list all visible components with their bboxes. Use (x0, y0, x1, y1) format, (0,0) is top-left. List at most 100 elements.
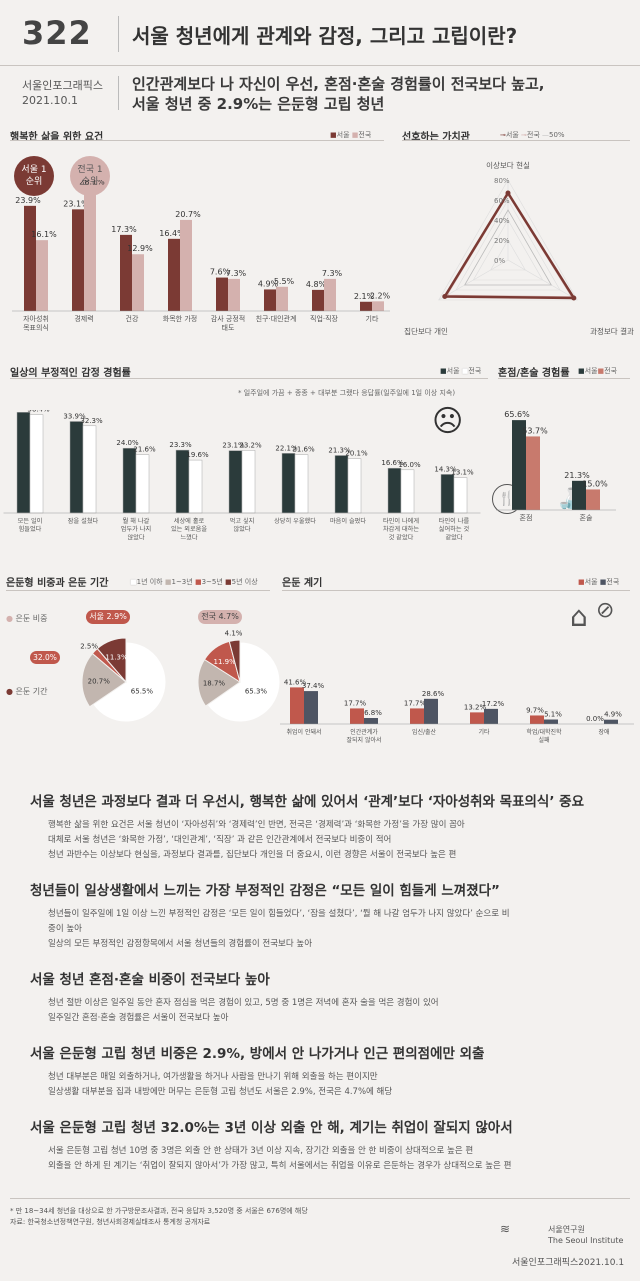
data-label: 36.4% (27, 410, 50, 414)
grid-ring (455, 199, 561, 291)
bar-national (241, 450, 256, 514)
bullet-title: 서울 은둔형 고립 청년 32.0%는 3년 이상 외출 안 해, 계기는 취업… (30, 1120, 513, 1136)
bar-national (36, 240, 48, 311)
tick-label: 않았다 (233, 525, 250, 533)
share-label-text: 은둔 비중 (15, 614, 48, 623)
bar-seoul (530, 715, 544, 724)
subtitle-line2: 서울 청년 중 2.9%는 은둔형 고립 청년 (132, 95, 385, 113)
bullet-block: 서울 청년은 과정보다 결과 더 우선시, 행복한 삶에 있어서 ‘관계’보다 … (30, 790, 630, 863)
bar-seoul (24, 205, 36, 311)
bar-national (132, 254, 144, 311)
pie-label: 65.5% (131, 687, 154, 695)
bar-national (372, 301, 384, 311)
tick-label: 모든 일이 (18, 517, 43, 525)
tick-label: 감사 긍정적 (211, 314, 245, 323)
data-label: 23.9% (15, 196, 41, 205)
data-label: 28.6% (422, 690, 445, 698)
radar-axis-label: 이상보다 현실 (486, 160, 530, 170)
radar-tick: 0% (494, 257, 505, 265)
tick-label: 경제력 (74, 314, 93, 323)
rule (402, 140, 630, 141)
data-label: 53.7% (522, 426, 548, 435)
data-label: 9.7% (526, 706, 544, 714)
data-label: 0.0% (586, 715, 604, 723)
bullet-line: 외출을 안 하게 된 계기는 ‘취업이 잘되지 않아서’가 가장 많고, 특히 … (48, 1161, 512, 1171)
bar-seoul (72, 209, 84, 311)
tick-label: 타인이 나를 (439, 517, 470, 525)
bullet-line: 청년 대부분은 매일 외출하거나, 여가생활을 하거나 사람을 만나기 위해 외… (48, 1072, 378, 1082)
footnote-line2: 자료: 한국청소년정책연구원, 청년사회경제실태조사 통계청 공개자료 (10, 1218, 211, 1226)
tick-label: 뭘 해 나갈 (123, 517, 150, 525)
data-label: 7.3% (322, 269, 343, 278)
pie-slice (197, 658, 241, 707)
data-label: 21.6% (292, 446, 315, 454)
legend-seoul: 서울 (584, 367, 598, 375)
tick-label: 느꼈다 (180, 533, 197, 541)
tick-label: 것 같았다 (389, 533, 414, 541)
bullet-line: 청년 과반수는 이상보다 현실을, 과정보다 결과를, 집단보다 개인을 더 중… (48, 850, 457, 860)
bar-national (180, 219, 192, 311)
bar-national (84, 187, 96, 311)
radar-axis-label: 집단보다 개인 (404, 326, 448, 336)
data-label: 16.1% (31, 230, 57, 239)
data-label: 24.0% (116, 439, 139, 447)
data-label: 23.1% (222, 442, 245, 450)
bullet-line: 서울 은둔형 고립 청년 10명 중 3명은 외출 안 한 상태가 3년 이상 … (48, 1146, 474, 1156)
data-label: 23.3% (169, 441, 192, 449)
bar-national (586, 489, 600, 510)
bar-seoul (228, 450, 243, 514)
bar-national (276, 286, 288, 311)
bar-national (188, 459, 203, 514)
pie-slice (96, 637, 127, 684)
tick-label: 취업이 안돼서 (286, 728, 321, 736)
bar-seoul (281, 453, 296, 514)
bar-national (526, 436, 540, 510)
grid-ring (438, 179, 578, 301)
bar-seoul (264, 289, 276, 311)
tick-label: 학업/대학진학 (526, 728, 562, 736)
tick-label: 화목한 가정 (163, 314, 197, 323)
tick-label: 마음이 슬펐다 (330, 517, 366, 525)
bar-seoul (334, 455, 349, 514)
pie-slice (206, 641, 280, 723)
radar-series-1 (445, 192, 574, 298)
data-label: 5.5% (274, 277, 295, 286)
data-label: 17.3% (111, 225, 137, 234)
data-label: 37.4% (302, 682, 325, 690)
publisher: 서울인포그래픽스 2021.10.1 (22, 78, 103, 108)
grid-ring (490, 239, 526, 271)
bar-seoul (440, 474, 455, 514)
bar-national (484, 708, 498, 724)
data-label: 5.1% (544, 711, 562, 719)
bar-national (604, 719, 618, 724)
bar-seoul (572, 480, 586, 510)
bullet-title: 서울 청년은 과정보다 결과 더 우선시, 행복한 삶에 있어서 ‘관계’보다 … (30, 794, 585, 810)
seoul-first-badge: 서울 1순위 (14, 156, 54, 196)
legend-seoul: 서울 (505, 131, 519, 139)
legend-seoul: 서울 (584, 578, 598, 586)
honjeom-legend: ■서울■전국 (578, 367, 618, 375)
radar-tick: 20% (494, 237, 510, 245)
data-label: 20.1% (345, 450, 368, 458)
bar-seoul (120, 234, 132, 311)
bar-seoul (512, 420, 526, 510)
bar-seoul (175, 449, 190, 514)
radar-tick: 80% (494, 177, 510, 185)
issue-number: 322 (22, 14, 92, 52)
tick-label: 임신/출산 (412, 728, 437, 736)
publisher-name: 서울인포그래픽스 (22, 79, 103, 92)
radar-point (505, 190, 511, 196)
data-label: 13.1% (451, 469, 474, 477)
bar-national (544, 719, 558, 724)
legend-1y: 1년 이하 (136, 578, 163, 586)
bullet-title: 서울 청년 혼점·혼술 비중이 전국보다 높아 (30, 972, 270, 988)
bar-seoul (360, 301, 372, 311)
data-label: 28.1% (79, 180, 105, 186)
divider (118, 16, 119, 52)
tick-label: 장애 (598, 728, 609, 736)
tick-label: 먹고 싶지 (230, 517, 255, 525)
pie-slice (81, 652, 127, 708)
wave-logo-icon: ≋ (500, 1222, 511, 1236)
